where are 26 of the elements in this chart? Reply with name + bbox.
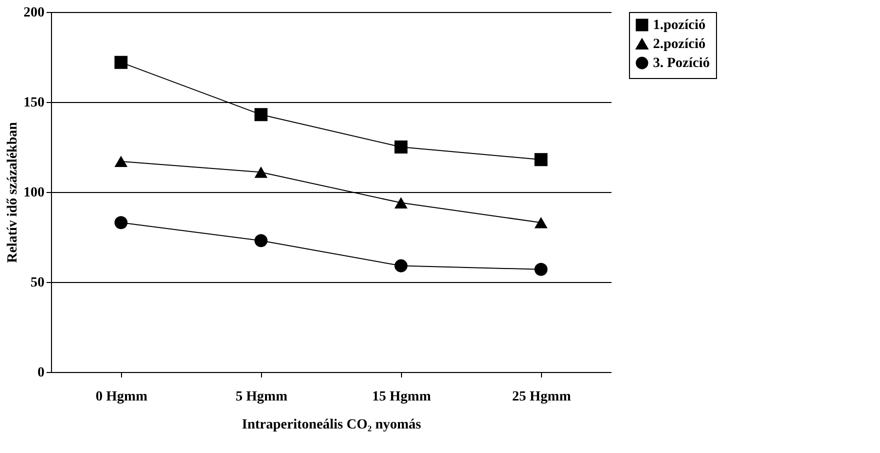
point <box>254 234 268 248</box>
point <box>534 262 548 276</box>
legend-label: 2.pozíció <box>653 37 706 52</box>
point <box>534 216 548 228</box>
y-tick-label: 50 <box>30 276 44 290</box>
legend-label: 1.pozíció <box>653 18 706 33</box>
x-axis-title: Intraperitoneális CO₂ nyomás <box>242 418 422 432</box>
point <box>394 259 408 272</box>
y-axis-title: Relatív idő százalékban <box>6 122 20 263</box>
y-tick-label: 200 <box>24 6 44 20</box>
point <box>114 156 128 168</box>
legend-label: 3. Pozíció <box>653 56 710 71</box>
point <box>254 108 268 122</box>
x-tick-label: 25 Hgmm <box>512 390 572 404</box>
point <box>254 166 268 178</box>
x-tick-label: 0 Hgmm <box>96 390 148 404</box>
point <box>394 140 408 154</box>
point <box>534 153 548 166</box>
y-tick-label: 150 <box>24 96 44 110</box>
y-tick-label: 100 <box>24 186 44 200</box>
point <box>114 56 128 69</box>
x-tick-label: 15 Hgmm <box>372 390 432 404</box>
point <box>394 197 408 208</box>
y-tick-label: 0 <box>38 366 44 380</box>
x-tick-label: 5 Hgmm <box>236 390 288 404</box>
point <box>114 216 128 230</box>
